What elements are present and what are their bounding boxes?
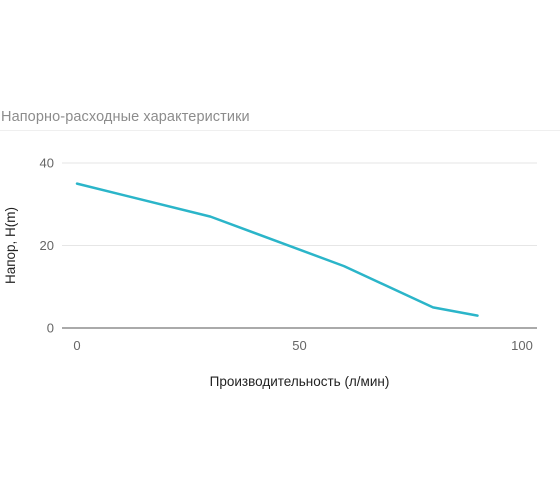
y-tick-label: 20 — [40, 238, 54, 253]
y-tick-label: 40 — [40, 156, 54, 171]
chart-title: Напорно-расходные характеристики — [1, 109, 250, 125]
x-tick-label: 100 — [511, 338, 533, 353]
y-tick-label: 0 — [47, 321, 54, 336]
x-tick-label: 0 — [73, 338, 80, 353]
series-line — [75, 182, 479, 317]
gridlines — [62, 162, 537, 246]
series-lines — [75, 182, 479, 317]
x-axis-title: Производительность (л/мин) — [210, 374, 390, 389]
y-axis-title: Напор, H(m) — [3, 207, 18, 284]
title-divider — [0, 130, 560, 131]
tick-labels: 0 20 40 0 50 100 — [40, 156, 533, 354]
x-tick-label: 50 — [292, 338, 306, 353]
